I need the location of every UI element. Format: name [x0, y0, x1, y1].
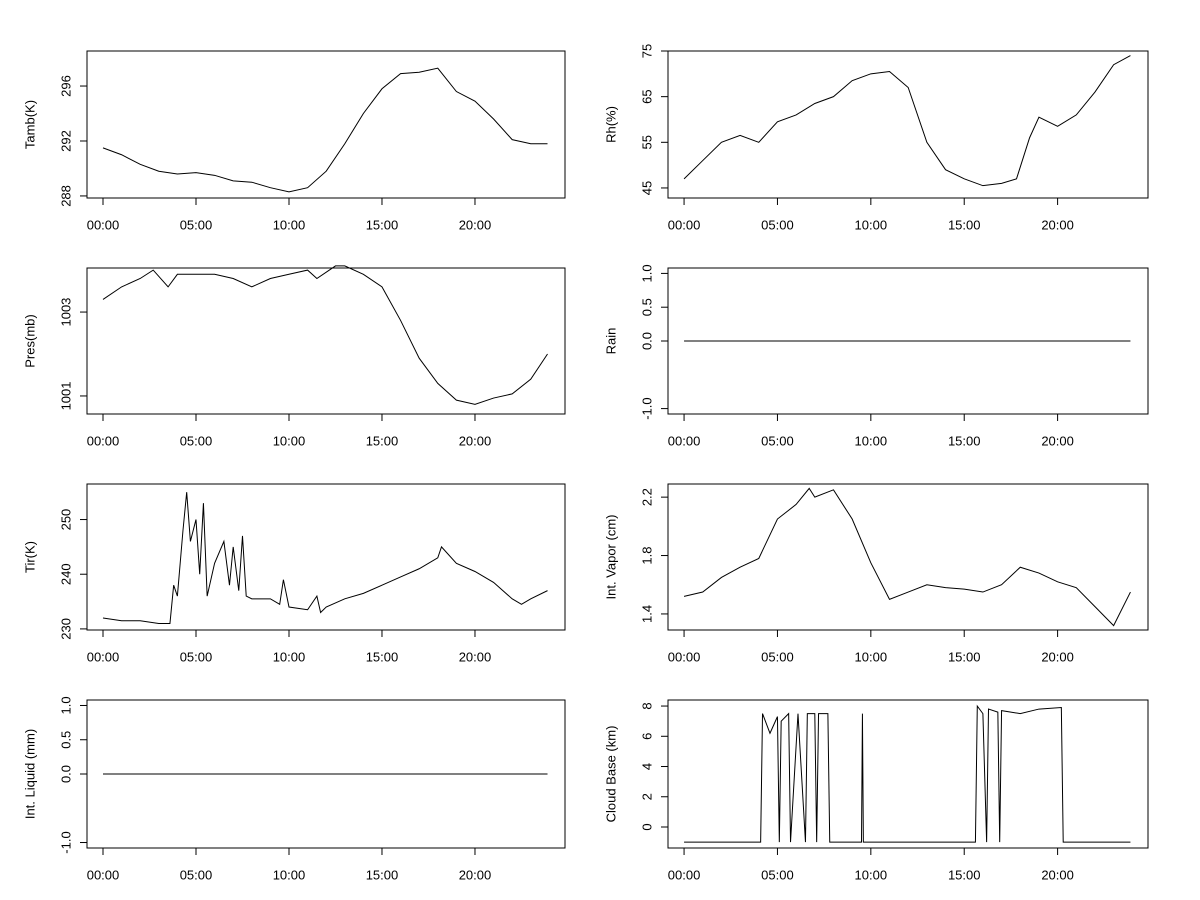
x-tick-label: 10:00 — [273, 433, 306, 448]
x-tick-label: 20:00 — [459, 649, 492, 664]
y-tick-label: 230 — [58, 618, 73, 640]
x-tick-label: 15:00 — [948, 217, 981, 232]
y-tick-label: 55 — [639, 135, 654, 149]
x-tick-label: 05:00 — [761, 433, 794, 448]
x-tick-label: 10:00 — [855, 649, 888, 664]
y-axis-label: Cloud Base (km) — [603, 726, 618, 823]
y-tick-label: -1.0 — [58, 831, 73, 853]
plot-frame — [667, 699, 1149, 849]
x-tick-label: 20:00 — [459, 867, 492, 882]
y-axis-label: Rh(%) — [603, 106, 618, 143]
y-tick-label: 296 — [58, 75, 73, 97]
y-tick-label: 4 — [639, 763, 654, 770]
x-tick-label: 05:00 — [180, 867, 213, 882]
x-tick-label: 00:00 — [668, 217, 701, 232]
y-tick-label: 6 — [639, 733, 654, 740]
y-tick-label: 1.4 — [639, 605, 654, 623]
x-tick-label: 00:00 — [87, 433, 120, 448]
data-line — [102, 265, 548, 405]
y-axis-label: Rain — [603, 328, 618, 355]
x-tick-label: 05:00 — [180, 217, 213, 232]
x-tick-label: 15:00 — [948, 867, 981, 882]
plot-frame — [667, 483, 1149, 631]
y-tick-label: 8 — [639, 702, 654, 709]
x-tick-label: 05:00 — [180, 433, 213, 448]
x-tick-label: 05:00 — [761, 649, 794, 664]
x-tick-label: 05:00 — [180, 649, 213, 664]
data-line — [684, 704, 1131, 843]
x-tick-label: 15:00 — [366, 217, 399, 232]
x-tick-label: 10:00 — [855, 867, 888, 882]
y-tick-label: 292 — [58, 130, 73, 152]
y-tick-label: 1.0 — [58, 696, 73, 714]
x-tick-label: 10:00 — [273, 649, 306, 664]
y-tick-label: 1001 — [58, 381, 73, 410]
x-tick-label: 20:00 — [1041, 433, 1074, 448]
x-tick-label: 00:00 — [668, 433, 701, 448]
x-tick-label: 15:00 — [366, 649, 399, 664]
plot-frame — [667, 50, 1149, 199]
x-tick-label: 20:00 — [1041, 649, 1074, 664]
plot-frame — [86, 267, 566, 415]
y-tick-label: 1.8 — [639, 547, 654, 565]
y-tick-label: -1.0 — [639, 397, 654, 419]
y-tick-label: 288 — [58, 185, 73, 207]
x-tick-label: 15:00 — [366, 433, 399, 448]
x-tick-label: 10:00 — [273, 867, 306, 882]
y-tick-label: 0 — [639, 823, 654, 830]
y-tick-label: 2 — [639, 793, 654, 800]
data-line — [683, 487, 1131, 627]
y-tick-label: 0.0 — [58, 765, 73, 783]
x-tick-label: 00:00 — [87, 217, 120, 232]
y-axis-label: Pres(mb) — [22, 314, 37, 367]
y-axis-label: Tamb(K) — [22, 100, 37, 149]
x-tick-label: 15:00 — [948, 649, 981, 664]
y-tick-label: 1.0 — [639, 264, 654, 282]
y-tick-label: 1003 — [58, 298, 73, 327]
y-tick-label: 2.2 — [639, 488, 654, 506]
plot-frame — [86, 50, 566, 199]
x-tick-label: 00:00 — [668, 867, 701, 882]
x-tick-label: 20:00 — [459, 433, 492, 448]
y-tick-label: 250 — [58, 509, 73, 531]
y-axis-label: Int. Liquid (mm) — [22, 729, 37, 819]
y-tick-label: 240 — [58, 563, 73, 585]
x-tick-label: 00:00 — [87, 649, 120, 664]
x-tick-label: 15:00 — [948, 433, 981, 448]
x-tick-label: 10:00 — [855, 433, 888, 448]
data-line — [683, 55, 1131, 187]
plot-frame — [86, 483, 566, 631]
x-tick-label: 10:00 — [273, 217, 306, 232]
x-tick-label: 05:00 — [761, 217, 794, 232]
y-tick-label: 0.5 — [58, 731, 73, 749]
y-tick-label: 0.5 — [639, 298, 654, 316]
y-axis-label: Tir(K) — [22, 541, 37, 573]
x-tick-label: 00:00 — [668, 649, 701, 664]
data-line — [102, 492, 548, 624]
data-line — [102, 67, 548, 193]
x-tick-label: 05:00 — [761, 867, 794, 882]
x-tick-label: 15:00 — [366, 867, 399, 882]
y-axis-label: Int. Vapor (cm) — [603, 514, 618, 599]
x-tick-label: 10:00 — [855, 217, 888, 232]
y-tick-label: 65 — [639, 89, 654, 103]
y-tick-label: 0.0 — [639, 332, 654, 350]
x-tick-label: 20:00 — [1041, 867, 1074, 882]
x-tick-label: 20:00 — [1041, 217, 1074, 232]
y-tick-label: 45 — [639, 181, 654, 195]
x-tick-label: 20:00 — [459, 217, 492, 232]
y-tick-label: 75 — [639, 44, 654, 58]
x-tick-label: 00:00 — [87, 867, 120, 882]
